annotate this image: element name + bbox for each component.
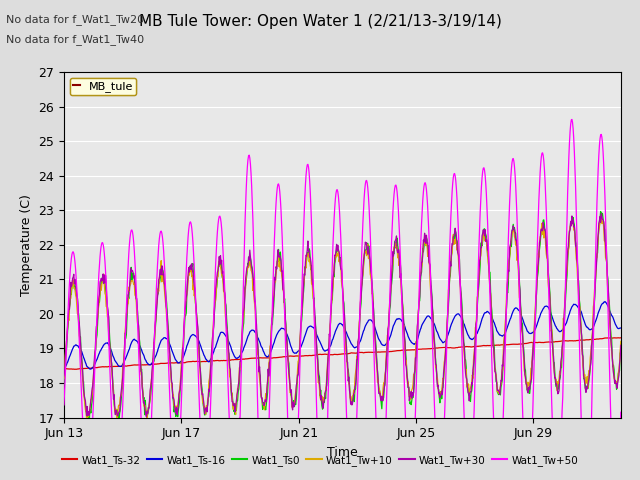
X-axis label: Time: Time <box>327 446 358 459</box>
Y-axis label: Temperature (C): Temperature (C) <box>20 194 33 296</box>
Text: No data for f_Wat1_Tw40: No data for f_Wat1_Tw40 <box>6 34 145 45</box>
Legend: MB_tule: MB_tule <box>70 78 136 95</box>
Text: No data for f_Wat1_Tw20: No data for f_Wat1_Tw20 <box>6 14 145 25</box>
Legend: Wat1_Ts-32, Wat1_Ts-16, Wat1_Ts0, Wat1_Tw+10, Wat1_Tw+30, Wat1_Tw+50: Wat1_Ts-32, Wat1_Ts-16, Wat1_Ts0, Wat1_T… <box>58 451 582 470</box>
Text: MB Tule Tower: Open Water 1 (2/21/13-3/19/14): MB Tule Tower: Open Water 1 (2/21/13-3/1… <box>139 14 501 29</box>
